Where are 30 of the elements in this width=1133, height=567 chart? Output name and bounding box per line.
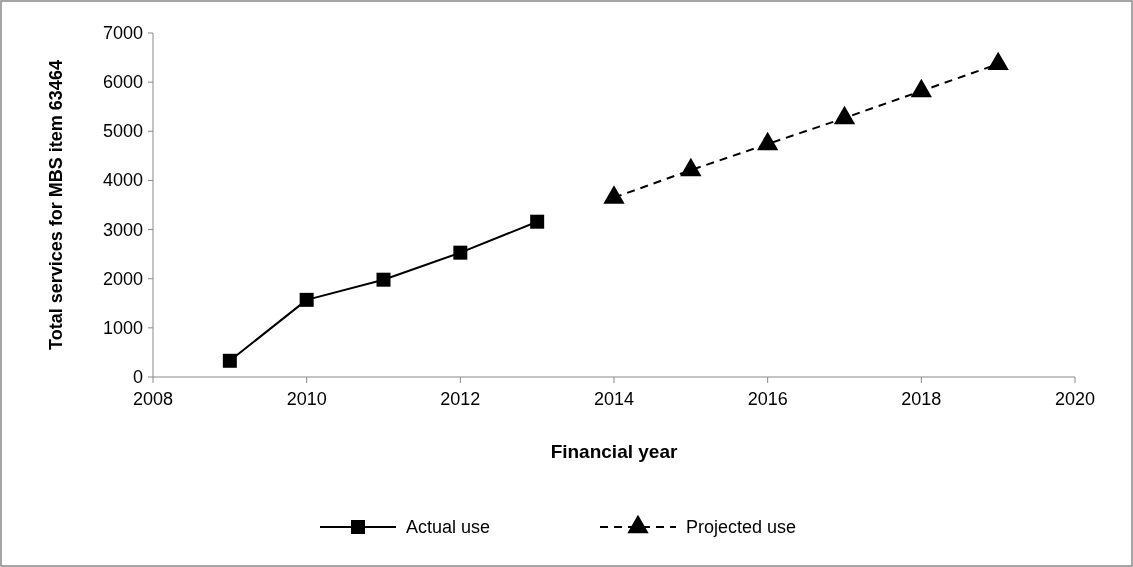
y-tick-label: 2000	[102, 268, 143, 289]
legend-label: Projected use	[686, 517, 797, 538]
x-tick-label: 2008	[132, 389, 174, 409]
point	[376, 272, 391, 287]
point	[910, 78, 932, 98]
x-tick-label: 2010	[286, 389, 327, 409]
x-tick-label: 2014	[593, 389, 635, 409]
point	[987, 51, 1009, 71]
point	[530, 214, 545, 229]
legend-label: Actual use	[406, 517, 491, 538]
point	[757, 131, 779, 151]
x-tick-label: 2018	[901, 389, 942, 409]
y-tick-label: 4000	[102, 170, 143, 191]
point	[222, 353, 237, 368]
x-tick-label: 2020	[1054, 389, 1096, 409]
x-tick-label: 2012	[440, 389, 481, 409]
x-tick-label: 2016	[747, 389, 788, 409]
y-axis-title: Total services for MBS item 63464	[46, 60, 66, 350]
point	[453, 245, 468, 260]
x-axis-title: Financial year	[550, 441, 678, 462]
point	[833, 105, 856, 125]
y-tick-label: 6000	[102, 72, 143, 93]
point	[299, 292, 314, 307]
y-tick-label: 0	[132, 367, 143, 387]
y-tick-label: 1000	[102, 317, 143, 338]
y-tick-label: 5000	[102, 121, 143, 142]
point	[680, 157, 702, 177]
point	[603, 185, 625, 204]
y-tick-label: 3000	[102, 219, 143, 240]
y-tick-label: 7000	[102, 23, 143, 43]
